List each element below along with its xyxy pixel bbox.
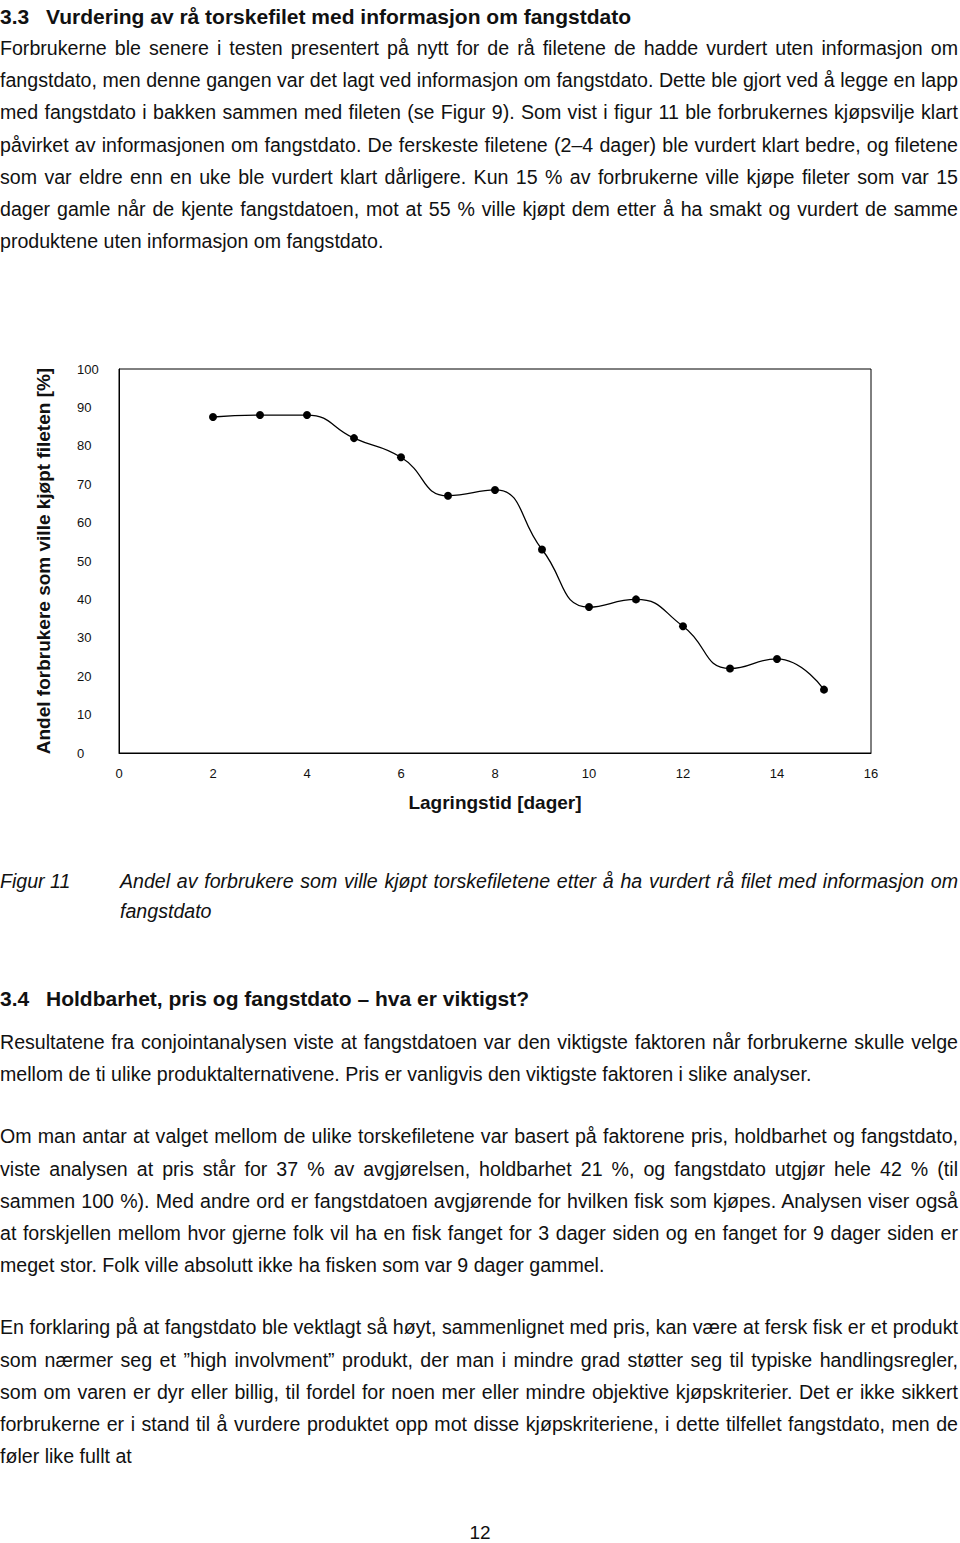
svg-text:10: 10: [77, 707, 91, 722]
html-text:Resultatene fra conjointanalys: Resultatene fra conjointanalysen viste a…: [0, 1031, 958, 1086]
html-text:3.4: 3.4: [0, 987, 30, 1010]
html-text:12: 12: [469, 1522, 491, 1543]
svg-text:100: 100: [77, 362, 99, 377]
svg-text:12: 12: [676, 766, 690, 781]
svg-text:2: 2: [209, 766, 216, 781]
svg-text:14: 14: [770, 766, 784, 781]
svg-text:80: 80: [77, 438, 91, 453]
html-text:Vurdering av rå torskefilet me: Vurdering av rå torskefilet med informas…: [46, 5, 631, 28]
html-text:Andel av forbrukere som ville: Andel av forbrukere som ville kjøpt tors…: [120, 870, 958, 922]
svg-text:4: 4: [303, 766, 310, 781]
svg-text:90: 90: [77, 400, 91, 415]
svg-text:16: 16: [864, 766, 878, 781]
svg-text:Lagringstid [dager]: Lagringstid [dager]: [408, 792, 581, 813]
html-text:Forbrukerne ble senere i teste: Forbrukerne ble senere i testen presente…: [0, 37, 958, 253]
svg-text:30: 30: [77, 630, 91, 645]
html-text:Figur 11: Figur 11: [0, 870, 71, 892]
svg-text:20: 20: [77, 669, 91, 684]
svg-text:60: 60: [77, 515, 91, 530]
svg-text:10: 10: [582, 766, 596, 781]
svg-text:40: 40: [77, 592, 91, 607]
svg-text:Andel forbrukere som ville kjø: Andel forbrukere som ville kjøpt fileten…: [33, 368, 54, 754]
svg-text:6: 6: [397, 766, 404, 781]
html-text:Holdbarhet, pris og fangstdato: Holdbarhet, pris og fangstdato – hva er …: [46, 987, 530, 1010]
html-text:Om man antar at valget mellom: Om man antar at valget mellom de ulike t…: [0, 1125, 958, 1277]
svg-text:0: 0: [115, 766, 122, 781]
svg-text:50: 50: [77, 554, 91, 569]
html-text:En forklaring på at fangstdato: En forklaring på at fangstdato ble vektl…: [0, 1316, 958, 1468]
html-text:3.3: 3.3: [0, 5, 30, 28]
svg-text:70: 70: [77, 477, 91, 492]
svg-text:0: 0: [77, 746, 84, 761]
svg-text:8: 8: [491, 766, 498, 781]
